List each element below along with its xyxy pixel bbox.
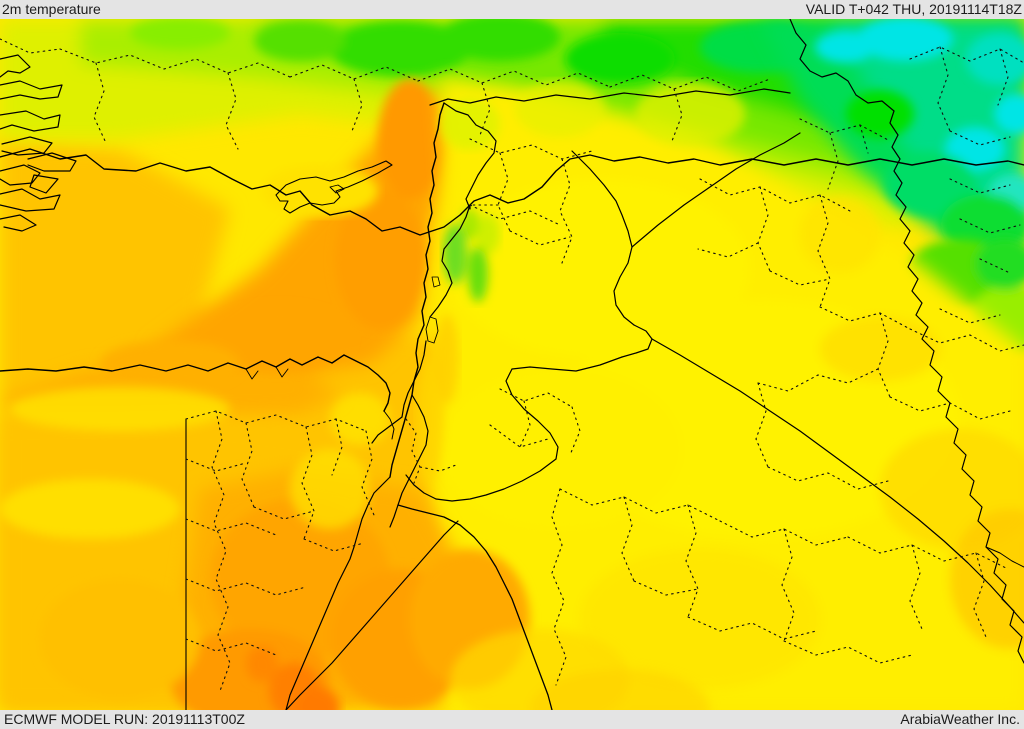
map-canvas[interactable]: [0, 19, 1024, 710]
temperature-field-svg: [0, 19, 1024, 710]
map-footer-bar: ECMWF MODEL RUN: 20191113T00Z ArabiaWeat…: [0, 710, 1024, 729]
temperature-bands: [0, 19, 1024, 710]
valid-time-label: VALID T+042 THU, 20191114T18Z: [805, 1, 1022, 17]
map-header-bar: 2m temperature VALID T+042 THU, 20191114…: [0, 0, 1024, 19]
admin-boundaries-dotted: [0, 38, 1024, 692]
page-title: 2m temperature: [2, 1, 101, 17]
coastlines-and-borders: [0, 19, 1024, 710]
model-run-label: ECMWF MODEL RUN: 20191113T00Z: [4, 711, 245, 727]
attribution-label: ArabiaWeather Inc.: [900, 711, 1020, 727]
